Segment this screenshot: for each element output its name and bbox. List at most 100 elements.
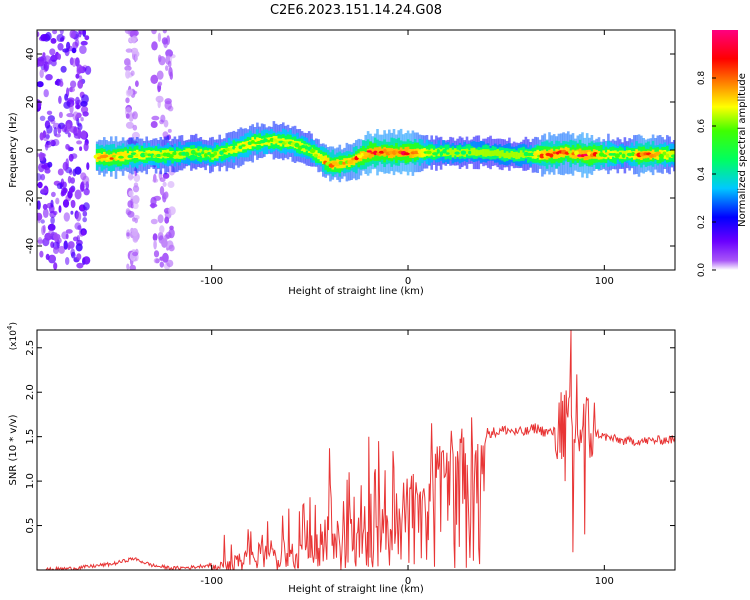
noise-speckle xyxy=(62,199,70,208)
ridge-band xyxy=(668,151,671,158)
noise-speckle xyxy=(157,100,161,109)
noise-speckle xyxy=(134,55,138,61)
noise-speckle xyxy=(47,161,53,168)
snr-ylabel: SNR (10 * v/v) xyxy=(8,414,19,485)
noise-speckle xyxy=(75,211,82,222)
noise-speckle xyxy=(76,253,82,261)
noise-speckle xyxy=(81,229,86,236)
noise-speckle xyxy=(133,173,141,183)
noise-speckle xyxy=(56,34,65,42)
ridge-peak xyxy=(269,137,274,142)
ridge-band xyxy=(569,150,572,158)
ridge-peak xyxy=(432,152,439,156)
spectrogram-xtick-label: 0 xyxy=(405,276,411,287)
noise-speckle xyxy=(159,186,165,196)
ridge-band xyxy=(625,150,629,157)
noise-speckle xyxy=(67,97,75,103)
noise-speckle xyxy=(37,181,43,189)
noise-speckle xyxy=(38,151,44,162)
ridge-band xyxy=(138,152,141,160)
ridge-peak xyxy=(523,151,529,157)
noise-speckle xyxy=(165,231,172,239)
noise-speckle xyxy=(49,255,56,261)
noise-speckle xyxy=(50,199,54,208)
noise-speckle xyxy=(62,161,69,171)
ridge-peak xyxy=(549,153,554,158)
noise-speckle xyxy=(71,58,77,67)
colorbar-ticks: 0.0 0.2 0.4 0.6 0.8 xyxy=(697,71,716,277)
ridge-peak xyxy=(247,141,252,145)
noise-speckle xyxy=(48,229,54,236)
ridge-band xyxy=(199,148,203,156)
noise-speckle xyxy=(124,58,131,66)
noise-speckle xyxy=(164,216,170,224)
noise-speckle xyxy=(56,182,63,190)
noise-speckle xyxy=(167,60,172,68)
noise-speckle xyxy=(50,216,55,225)
noise-speckle xyxy=(42,52,46,57)
snr-multiplier-base: (x10 xyxy=(9,330,19,351)
noise-speckle xyxy=(125,48,133,53)
ridge-band xyxy=(494,150,497,156)
noise-speckle xyxy=(127,175,134,180)
noise-speckle xyxy=(132,111,138,120)
ridge-peak xyxy=(184,151,190,157)
noise-speckle xyxy=(72,111,80,121)
ridge-band xyxy=(451,149,455,158)
noise-speckle xyxy=(65,229,73,234)
noise-speckle xyxy=(60,65,67,73)
noise-speckle xyxy=(57,168,64,176)
ridge-band xyxy=(517,152,521,159)
snr-ytick-label: 2.0 xyxy=(25,384,36,400)
ridge-peak xyxy=(363,151,369,157)
noise-speckle xyxy=(37,31,40,38)
ridge-peak xyxy=(378,150,385,154)
noise-speckle xyxy=(80,117,84,122)
snr-xtick-label: 100 xyxy=(595,576,614,587)
ridge-peak xyxy=(190,149,196,155)
noise-speckle xyxy=(42,208,49,219)
ridge-peak xyxy=(168,154,174,159)
ridge-peak xyxy=(234,147,240,152)
ridge-band xyxy=(376,147,379,156)
ridge-band xyxy=(454,148,457,156)
noise-speckle xyxy=(82,256,91,265)
noise-speckle xyxy=(61,231,69,240)
spectrogram-ylabel: Frequency (Hz) xyxy=(8,112,19,188)
noise-speckle xyxy=(41,225,46,236)
noise-speckle xyxy=(50,38,57,44)
snr-plot-area xyxy=(37,330,675,570)
noise-speckle xyxy=(43,61,50,72)
noise-speckle xyxy=(158,56,166,66)
noise-speckle xyxy=(161,238,168,248)
ridge-peak xyxy=(127,154,134,159)
spectrogram-xtick-label: 100 xyxy=(595,276,614,287)
ridge-peak xyxy=(135,153,139,158)
snr-frame xyxy=(36,329,676,571)
noise-speckle xyxy=(67,244,71,251)
ridge-peak xyxy=(267,139,271,143)
noise-speckle xyxy=(162,181,167,187)
ridge-peak xyxy=(194,152,199,156)
ridge-peak xyxy=(294,142,300,148)
noise-speckle xyxy=(127,210,135,218)
ridge-peak xyxy=(454,151,460,155)
snr-multiplier-exponent: 4 xyxy=(6,325,14,330)
noise-speckle xyxy=(160,114,166,123)
noise-speckle xyxy=(37,56,45,62)
ridge-peak xyxy=(300,144,306,149)
ridge-band xyxy=(173,152,177,159)
ridge-band xyxy=(673,150,675,158)
ridge-band xyxy=(486,149,490,156)
ridge-band xyxy=(409,149,412,158)
spectrogram-ytick-label: 20 xyxy=(25,96,36,109)
noise-speckle xyxy=(153,239,157,250)
noise-speckle xyxy=(161,37,168,45)
noise-speckle xyxy=(43,89,49,98)
noise-speckle xyxy=(125,121,134,129)
noise-speckle xyxy=(53,210,58,216)
noise-speckle xyxy=(40,188,48,194)
ridge-peak xyxy=(272,138,277,142)
noise-speckle xyxy=(63,212,70,222)
